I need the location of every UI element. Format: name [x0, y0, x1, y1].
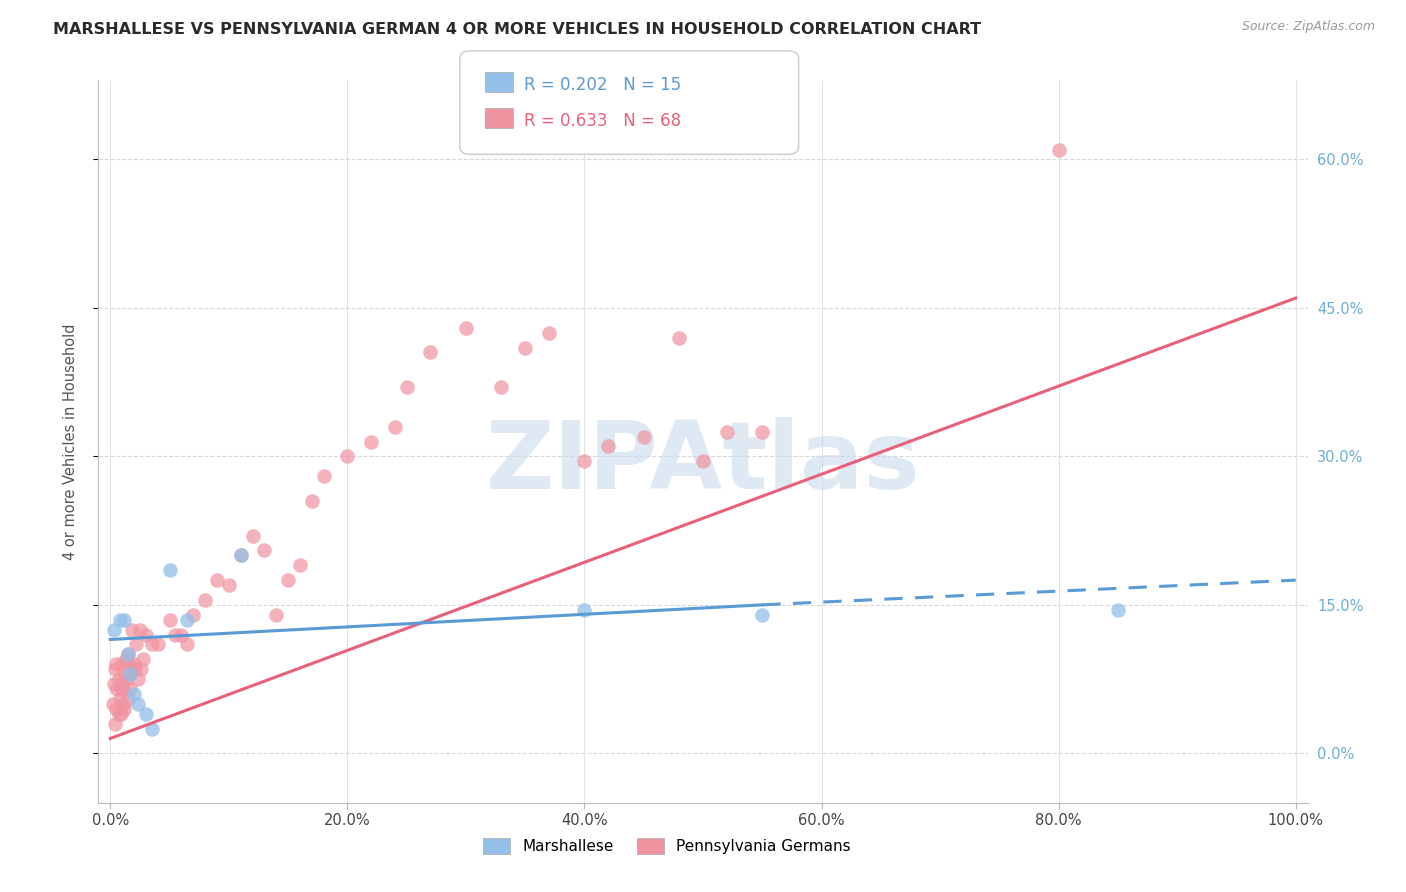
Point	[205, 573, 228, 587]
Point	[114, 667, 136, 681]
Point	[114, 702, 136, 716]
Point	[454, 320, 477, 334]
Point	[176, 637, 198, 651]
Point	[515, 341, 537, 355]
Point	[111, 657, 134, 672]
Point	[108, 613, 131, 627]
Point	[108, 691, 131, 706]
Point	[218, 578, 240, 592]
Point	[118, 657, 141, 672]
Point	[159, 613, 181, 627]
Point	[141, 722, 163, 736]
Point	[103, 677, 125, 691]
Point	[104, 716, 127, 731]
Point	[574, 454, 596, 468]
Text: Source: ZipAtlas.com: Source: ZipAtlas.com	[1241, 20, 1375, 33]
Point	[395, 380, 418, 394]
Point	[141, 637, 163, 651]
Point	[105, 657, 128, 672]
Y-axis label: 4 or more Vehicles in Household: 4 or more Vehicles in Household	[63, 323, 77, 560]
Point	[115, 672, 138, 686]
Point	[129, 662, 152, 676]
Point	[176, 613, 198, 627]
Point	[360, 434, 382, 449]
Text: R = 0.633   N = 68: R = 0.633 N = 68	[524, 112, 682, 129]
Point	[751, 607, 773, 622]
Point	[1047, 143, 1070, 157]
Point	[277, 573, 299, 587]
Point	[120, 667, 142, 681]
Text: MARSHALLESE VS PENNSYLVANIA GERMAN 4 OR MORE VEHICLES IN HOUSEHOLD CORRELATION C: MARSHALLESE VS PENNSYLVANIA GERMAN 4 OR …	[53, 22, 981, 37]
Point	[107, 706, 129, 721]
Point	[103, 623, 125, 637]
Point	[537, 326, 560, 340]
Point	[253, 543, 276, 558]
Point	[181, 607, 204, 622]
Point	[598, 440, 620, 454]
Point	[107, 672, 129, 686]
Point	[121, 623, 143, 637]
Point	[120, 667, 142, 681]
Point	[229, 549, 252, 563]
Point	[668, 330, 690, 344]
Point	[122, 657, 145, 672]
Point	[127, 672, 149, 686]
Point	[574, 603, 596, 617]
Point	[114, 613, 136, 627]
Point	[120, 681, 142, 696]
Legend: Marshallese, Pennsylvania Germans: Marshallese, Pennsylvania Germans	[477, 832, 858, 860]
Point	[288, 558, 311, 573]
Point	[110, 706, 132, 721]
Point	[312, 469, 335, 483]
Point	[104, 662, 127, 676]
Point	[716, 425, 738, 439]
Point	[1107, 603, 1129, 617]
Point	[336, 450, 359, 464]
Point	[159, 563, 181, 577]
Point	[264, 607, 287, 622]
Point	[122, 687, 145, 701]
Point	[384, 419, 406, 434]
Point	[101, 697, 124, 711]
Point	[125, 637, 148, 651]
Point	[117, 648, 139, 662]
Point	[692, 454, 714, 468]
Point	[633, 429, 655, 443]
Point	[419, 345, 441, 359]
Point	[132, 652, 155, 666]
Point	[194, 593, 217, 607]
Point	[112, 697, 135, 711]
Point	[124, 662, 146, 676]
Point	[751, 425, 773, 439]
Text: ZIPAtlas: ZIPAtlas	[485, 417, 921, 509]
Point	[105, 702, 128, 716]
Point	[165, 627, 187, 641]
Point	[117, 648, 139, 662]
Point	[112, 677, 135, 691]
Point	[129, 623, 152, 637]
Text: R = 0.202   N = 15: R = 0.202 N = 15	[524, 76, 682, 94]
Point	[170, 627, 193, 641]
Point	[242, 528, 264, 542]
Point	[301, 494, 323, 508]
Point	[229, 549, 252, 563]
Point	[491, 380, 513, 394]
Point	[135, 706, 157, 721]
Point	[111, 681, 134, 696]
Point	[146, 637, 169, 651]
Point	[117, 691, 139, 706]
Point	[127, 697, 149, 711]
Point	[114, 652, 136, 666]
Point	[105, 681, 128, 696]
Point	[135, 627, 157, 641]
